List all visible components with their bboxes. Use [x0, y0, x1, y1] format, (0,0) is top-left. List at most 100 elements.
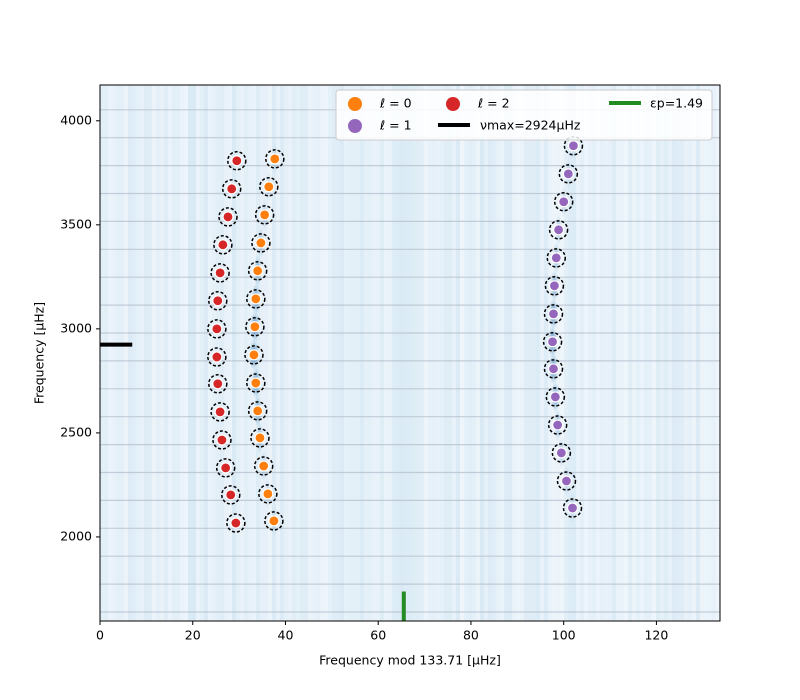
heatmap-column — [404, 85, 408, 621]
mode-ring — [265, 149, 285, 169]
mode-point — [248, 349, 260, 361]
heatmap-column — [316, 85, 320, 621]
heatmap-column — [360, 85, 364, 621]
heatmap-column — [192, 85, 196, 621]
heatmap-column — [388, 85, 392, 621]
mode-point — [212, 378, 224, 390]
mode-point — [262, 488, 274, 500]
heatmap-column — [112, 85, 116, 621]
mode-ring — [254, 205, 275, 225]
mode-ring — [542, 332, 563, 352]
mode-ring — [246, 289, 266, 309]
mode-point — [259, 209, 271, 221]
heatmap-column — [148, 85, 152, 621]
heatmap-column — [436, 85, 440, 621]
mode-ring — [553, 191, 574, 212]
y-tick-label: 2000 — [60, 528, 92, 543]
heatmap-column — [480, 85, 484, 621]
heatmap-column — [140, 85, 144, 621]
mode-point — [255, 237, 267, 249]
mode-point — [230, 517, 242, 529]
mode-point — [549, 391, 561, 403]
mode-ring — [259, 176, 279, 197]
mode-point — [231, 155, 243, 167]
heatmap-column — [620, 85, 624, 621]
heatmap-column — [688, 85, 692, 621]
mode-ring — [547, 415, 568, 435]
heatmap-column — [672, 85, 676, 621]
mode-ring — [215, 458, 236, 478]
mode-ring — [558, 164, 579, 184]
heatmap-column — [572, 85, 576, 621]
mode-point — [252, 265, 264, 277]
heatmap-column — [296, 85, 300, 621]
heatmap-column — [484, 85, 488, 621]
mode-point — [249, 321, 261, 333]
heatmap-column — [444, 85, 448, 621]
mode-point — [560, 475, 573, 487]
mode-point — [252, 405, 264, 417]
heatmap-column — [440, 85, 444, 621]
x-tick-label: 80 — [463, 628, 479, 643]
mode-ring — [253, 456, 274, 476]
heatmap-column — [400, 85, 404, 621]
mode-ring — [264, 511, 284, 531]
mode-point — [546, 336, 559, 348]
legend-label: ℓ = 2 — [477, 96, 510, 111]
heatmap-column — [200, 85, 204, 621]
mode-point — [216, 434, 228, 446]
heatmap-column — [328, 85, 332, 621]
heatmap-column — [304, 85, 308, 621]
legend-label: εp=1.49 — [650, 96, 703, 111]
mode-point — [254, 432, 266, 444]
mode-point — [263, 181, 275, 193]
mode-point — [269, 153, 281, 165]
heatmap-column — [396, 85, 400, 621]
heatmap-column — [364, 85, 368, 621]
mode-ring — [208, 374, 228, 394]
heatmap-column — [188, 85, 192, 621]
heatmap-column — [264, 85, 268, 621]
x-tick-label: 20 — [185, 628, 201, 643]
legend-label: ℓ = 1 — [379, 118, 412, 133]
heatmap-column — [300, 85, 304, 621]
heatmap-column — [332, 85, 336, 621]
heatmap-column — [648, 85, 652, 621]
mode-ring — [546, 248, 567, 268]
heatmap-column — [468, 85, 472, 621]
heatmap-column — [472, 85, 476, 621]
heatmap-column — [568, 85, 572, 621]
heatmap-column — [160, 85, 164, 621]
heatmap-column — [100, 85, 104, 621]
mode-point — [226, 183, 238, 195]
heatmap-column — [668, 85, 672, 621]
mode-point — [250, 293, 262, 305]
y-tick-label: 2500 — [60, 424, 92, 439]
y-tick-label: 4000 — [60, 112, 92, 127]
mode-ring — [210, 402, 230, 422]
heatmap-column — [708, 85, 712, 621]
heatmap-column — [532, 85, 536, 621]
heatmap-column — [128, 85, 132, 621]
heatmap-column — [636, 85, 640, 621]
heatmap-column — [592, 85, 596, 621]
heatmap-column — [288, 85, 292, 621]
plot-area — [100, 136, 584, 621]
heatmap-column — [176, 85, 180, 621]
heatmap-column — [564, 85, 568, 621]
legend-marker — [348, 119, 362, 133]
heatmap-column — [156, 85, 160, 621]
mode-ring — [556, 471, 577, 491]
mode-ring — [258, 484, 278, 504]
mode-point — [552, 224, 565, 236]
heatmap-column — [696, 85, 700, 621]
heatmap-column — [412, 85, 416, 621]
heatmap-column — [416, 85, 420, 621]
heatmap-column — [588, 85, 592, 621]
heatmap-column — [432, 85, 436, 621]
heatmap-column — [420, 85, 424, 621]
mode-point — [211, 323, 223, 335]
heatmap-column — [236, 85, 240, 621]
heatmap-column — [368, 85, 372, 621]
heatmap-column — [676, 85, 680, 621]
